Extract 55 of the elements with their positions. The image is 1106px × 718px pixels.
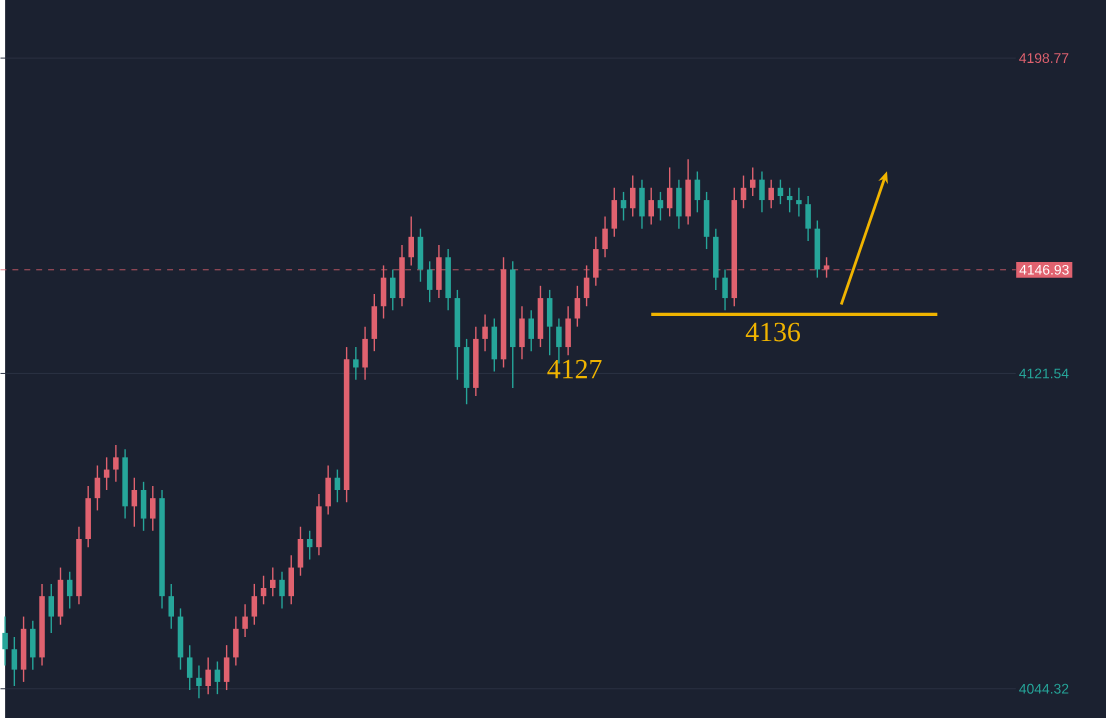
candlestick xyxy=(113,444,119,483)
annotation: 4127 xyxy=(547,359,602,378)
candlestick xyxy=(768,178,774,209)
candlestick xyxy=(297,525,304,577)
candlestick xyxy=(537,284,544,348)
candlestick xyxy=(445,248,451,311)
candlestick xyxy=(528,309,534,352)
candlestick xyxy=(233,615,239,666)
candlestick xyxy=(565,305,571,356)
candlestick xyxy=(703,190,710,250)
candlestick xyxy=(48,582,55,634)
candlestick xyxy=(426,260,433,303)
candlestick xyxy=(362,325,368,381)
candlestick xyxy=(602,215,608,258)
candlestick xyxy=(30,619,36,671)
candlestick xyxy=(546,288,553,356)
candlestick xyxy=(759,170,765,213)
candlestick xyxy=(251,582,258,626)
candlestick xyxy=(805,194,811,242)
candlestick xyxy=(205,656,211,695)
candlestick xyxy=(196,664,202,699)
candlestick xyxy=(639,178,645,230)
candlestick xyxy=(325,464,331,515)
candlestick xyxy=(676,178,682,230)
candlestick xyxy=(85,484,91,548)
candlestick xyxy=(2,615,8,666)
candlestick xyxy=(316,493,322,556)
candlestick xyxy=(279,570,285,609)
candlestick xyxy=(168,582,175,630)
candlestick xyxy=(629,174,636,217)
candlestick xyxy=(390,268,396,311)
candlestick xyxy=(713,227,719,291)
candlestick xyxy=(242,603,248,638)
candlestick xyxy=(270,566,276,597)
candlestick xyxy=(685,158,691,225)
candlestick xyxy=(288,554,295,605)
candlestick xyxy=(519,305,525,360)
candlestick xyxy=(648,186,654,225)
candlestick xyxy=(408,215,414,266)
candlestick xyxy=(11,635,18,687)
candlestick xyxy=(611,186,618,238)
candlestick xyxy=(463,337,470,405)
candlestick xyxy=(722,268,728,311)
candlestick xyxy=(57,566,64,626)
candlestick xyxy=(482,313,488,352)
candlestick xyxy=(140,480,147,532)
candlestick xyxy=(749,166,756,197)
candlestick xyxy=(150,484,156,532)
candlestick xyxy=(371,292,378,352)
annotation: 4136 xyxy=(745,322,800,342)
candlestick xyxy=(353,346,359,381)
candlestick xyxy=(223,644,230,691)
candlestick xyxy=(796,186,802,217)
candlestick xyxy=(20,615,27,683)
candlestick xyxy=(186,644,193,691)
